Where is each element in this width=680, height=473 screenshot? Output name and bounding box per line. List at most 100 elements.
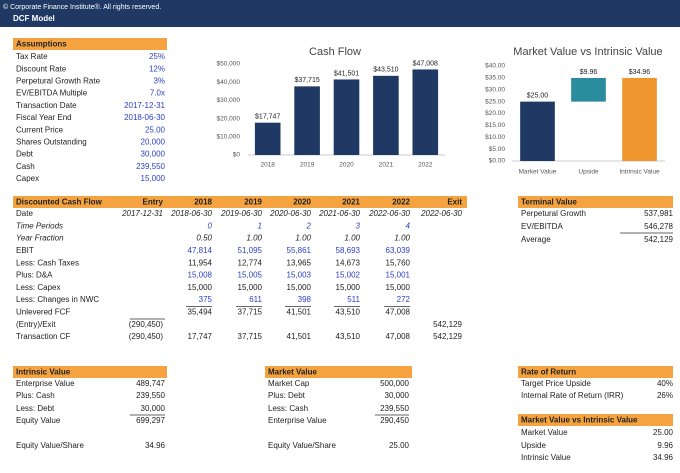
row-label: Discount Rate bbox=[16, 64, 67, 73]
row-label: Current Price bbox=[16, 125, 64, 134]
row-label: Intrinsic Value bbox=[521, 453, 571, 462]
row-label: Upside bbox=[521, 441, 546, 450]
cell-value: 0.50 bbox=[196, 234, 212, 243]
cell-value: 15,000 bbox=[238, 283, 263, 292]
row-label: Enterprise Value bbox=[16, 379, 75, 388]
section-header bbox=[518, 196, 673, 208]
row-value: 30,000 bbox=[385, 391, 410, 400]
value-label: $47,008 bbox=[413, 60, 438, 67]
cell-value: 542,129 bbox=[433, 332, 462, 341]
cell-value: 58,693 bbox=[336, 246, 361, 255]
row-value: 2017-12-31 bbox=[124, 101, 165, 110]
y-tick-label: $10,000 bbox=[217, 134, 241, 141]
bar bbox=[412, 69, 439, 155]
cell-value: 13,965 bbox=[287, 258, 312, 267]
cell-value: 1.00 bbox=[344, 234, 360, 243]
section-title: Intrinsic Value bbox=[16, 368, 71, 377]
row-label: Shares Outstanding bbox=[16, 138, 87, 147]
row-label: Transaction CF bbox=[16, 332, 71, 341]
y-tick-label: $25.00 bbox=[485, 98, 505, 105]
cell-value: (290,450) bbox=[129, 320, 164, 329]
cell-value: 611 bbox=[249, 295, 262, 304]
cell-value: 0 bbox=[208, 221, 213, 230]
x-tick-label: Market Value bbox=[519, 169, 557, 176]
row-label: Perpetural Growth Rate bbox=[16, 77, 101, 86]
value-label: $25.00 bbox=[527, 92, 549, 99]
row-label: Internal Rate of Return (IRR) bbox=[521, 391, 624, 400]
row-value: 25.00 bbox=[145, 125, 166, 134]
cell-value: 37,715 bbox=[238, 308, 263, 317]
page-title: DCF Model bbox=[13, 14, 55, 23]
row-label: Less: Cash bbox=[268, 404, 308, 413]
cell-value: 2020-06-30 bbox=[269, 209, 311, 218]
row-label: Unlevered FCF bbox=[16, 308, 70, 317]
cell-value: 15,008 bbox=[188, 271, 213, 280]
cell-value: 272 bbox=[397, 295, 411, 304]
cell-value: 15,002 bbox=[336, 271, 361, 280]
cell-value: 15,000 bbox=[287, 283, 312, 292]
cell-value: 47,008 bbox=[386, 308, 411, 317]
cell-value: 15,005 bbox=[238, 271, 263, 280]
row-value: 542,129 bbox=[644, 235, 673, 244]
cell-value: 398 bbox=[298, 295, 312, 304]
y-tick-label: $40.00 bbox=[485, 63, 505, 70]
copyright: © Corporate Finance Institute®. All righ… bbox=[3, 3, 161, 11]
row-label: Fiscal Year End bbox=[16, 113, 72, 122]
row-label: Year Fraction bbox=[16, 234, 64, 243]
bar bbox=[622, 77, 657, 161]
row-label: Less: Capex bbox=[16, 283, 60, 292]
cell-value: 1.00 bbox=[246, 234, 262, 243]
cell-value: 15,001 bbox=[386, 271, 411, 280]
cell-value: 63,039 bbox=[386, 246, 411, 255]
x-tick-label: 2021 bbox=[379, 162, 394, 169]
row-label: Perpetural Growth bbox=[521, 209, 586, 218]
row-label: Tax Rate bbox=[16, 52, 48, 61]
row-value: 30,000 bbox=[141, 150, 166, 159]
bar bbox=[373, 75, 399, 155]
row-value: 25% bbox=[149, 52, 165, 61]
cell-value: 511 bbox=[347, 295, 360, 304]
section-title: Terminal Value bbox=[521, 198, 577, 207]
cell-value: 15,000 bbox=[386, 283, 411, 292]
cell-value: 35,494 bbox=[188, 308, 213, 317]
y-tick-label: $50,000 bbox=[217, 61, 241, 68]
section-header bbox=[13, 196, 467, 208]
cell-value: 15,000 bbox=[336, 283, 361, 292]
cell-value: 1 bbox=[258, 221, 262, 230]
row-value: 239,550 bbox=[136, 162, 165, 171]
bar bbox=[520, 101, 555, 161]
chart-title: Cash Flow bbox=[309, 46, 361, 58]
row-label: Time Periods bbox=[16, 221, 63, 230]
y-tick-label: $15.00 bbox=[485, 122, 505, 129]
x-tick-label: 2019 bbox=[300, 162, 315, 169]
row-label: Less: Changes in NWC bbox=[16, 295, 99, 304]
row-value: 699,297 bbox=[136, 416, 165, 425]
cell-value: 47,814 bbox=[188, 246, 213, 255]
y-tick-label: $30.00 bbox=[485, 86, 505, 93]
row-label: Equity Value/Share bbox=[268, 441, 336, 450]
row-label: Market Value bbox=[521, 428, 568, 437]
row-value: 40% bbox=[657, 379, 673, 388]
row-value: 239,550 bbox=[380, 404, 409, 413]
section-header bbox=[13, 366, 167, 378]
row-value: 9.96 bbox=[657, 441, 673, 450]
column-header: Discounted Cash Flow bbox=[16, 198, 103, 207]
row-label: Plus: Debt bbox=[268, 391, 306, 400]
row-value: 30,000 bbox=[141, 404, 166, 413]
row-value: 12% bbox=[149, 64, 165, 73]
x-tick-label: Intrinsic Value bbox=[619, 169, 660, 176]
row-value: 25.00 bbox=[389, 441, 410, 450]
x-tick-label: 2018 bbox=[260, 162, 275, 169]
row-label: Less: Cash Taxes bbox=[16, 258, 79, 267]
row-label: EBIT bbox=[16, 246, 34, 255]
value-label: $43,510 bbox=[373, 67, 398, 74]
row-value: 7.0x bbox=[150, 89, 165, 98]
section-title: Market Value bbox=[268, 368, 317, 377]
value-label: $9.96 bbox=[580, 69, 598, 76]
x-tick-label: 2020 bbox=[339, 162, 354, 169]
cell-value: 11,954 bbox=[188, 258, 212, 267]
cell-value: 2018-06-30 bbox=[170, 209, 212, 218]
column-header: Entry bbox=[143, 198, 164, 207]
